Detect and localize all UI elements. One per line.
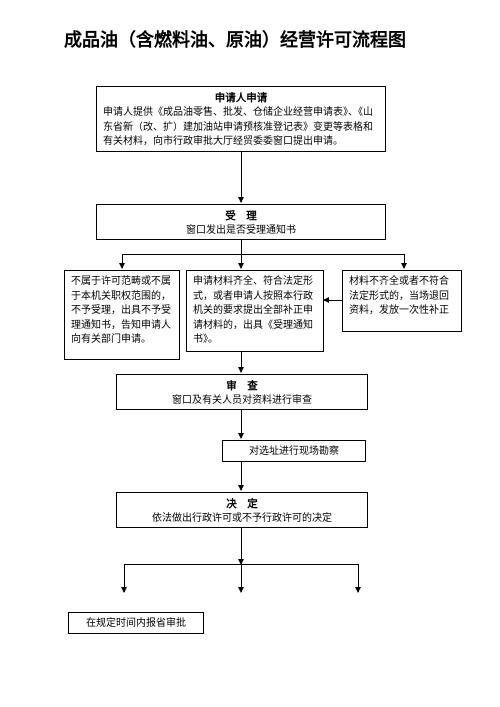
arrow-supplement-to-complete: [324, 300, 342, 301]
node-complete: 申请材料齐全、符合法定形式，或者申请人按照本行政机关的要求提出全部补正申请材料的…: [186, 270, 324, 352]
arrow-to-reject: [122, 254, 123, 268]
node-inspect-body: 对选址进行现场勘察: [249, 446, 339, 457]
node-report-body: 在规定时间内报省审批: [86, 618, 186, 629]
node-review: 审 查 窗口及有关人员对资料进行审查: [116, 374, 368, 410]
node-decide: 决 定 依法做出行政许可或不予行政许可的决定: [116, 492, 368, 528]
node-review-body: 窗口及有关人员对资料进行审查: [123, 394, 361, 409]
fanout-arrow-right: [358, 564, 359, 592]
node-accept-header: 受 理: [103, 209, 379, 224]
arrow-to-complete: [241, 254, 242, 268]
node-supplement: 材料不齐全或者不符合法定形式的，当场退回资料，发放一次性补正: [342, 270, 462, 332]
arrow-decide-down: [241, 528, 242, 564]
node-apply-header: 申请人申请: [103, 91, 379, 106]
fanout-arrow-mid: [241, 564, 242, 592]
node-accept: 受 理 窗口发出是否受理通知书: [96, 204, 386, 240]
node-apply-body: 申请人提供《成品油零售、批发、仓储企业经营申请表》、《山东省新（改、扩）建加油站…: [103, 107, 373, 147]
split-hline: [122, 254, 404, 255]
arrow-review-to-inspect: [241, 410, 242, 438]
node-supplement-body: 材料不齐全或者不符合法定形式的，当场退回资料，发放一次性补正: [349, 276, 449, 316]
arrow-apply-to-accept: [241, 152, 242, 202]
node-review-header: 审 查: [123, 379, 361, 394]
flowchart-page: 成品油（含燃料油、原油）经营许可流程图 申请人申请 申请人提供《成品油零售、批发…: [0, 0, 500, 707]
arrow-inspect-to-decide: [241, 462, 242, 490]
node-apply: 申请人申请 申请人提供《成品油零售、批发、仓储企业经营申请表》、《山东省新（改、…: [96, 86, 386, 152]
fanout-arrow-left: [124, 564, 125, 592]
node-complete-body: 申请材料齐全、符合法定形式，或者申请人按照本行政机关的要求提出全部补正申请材料的…: [193, 276, 313, 345]
node-report: 在规定时间内报省审批: [68, 612, 204, 634]
node-reject: 不属于许可范畴或不属于本机关职权范围的，不予受理，出具不予受理通知书，告知申请人…: [64, 270, 180, 360]
arrow-to-supplement-down: [404, 254, 405, 268]
node-decide-body: 依法做出行政许可或不予行政许可的决定: [123, 512, 361, 527]
arrow-complete-to-review: [241, 352, 242, 372]
node-inspect: 对选址进行现场勘察: [222, 440, 366, 462]
page-title: 成品油（含燃料油、原油）经营许可流程图: [64, 28, 444, 52]
split-stem: [241, 240, 242, 254]
node-accept-body: 窗口发出是否受理通知书: [103, 224, 379, 239]
node-reject-body: 不属于许可范畴或不属于本机关职权范围的，不予受理，出具不予受理通知书，告知申请人…: [71, 276, 171, 345]
node-decide-header: 决 定: [123, 497, 361, 512]
